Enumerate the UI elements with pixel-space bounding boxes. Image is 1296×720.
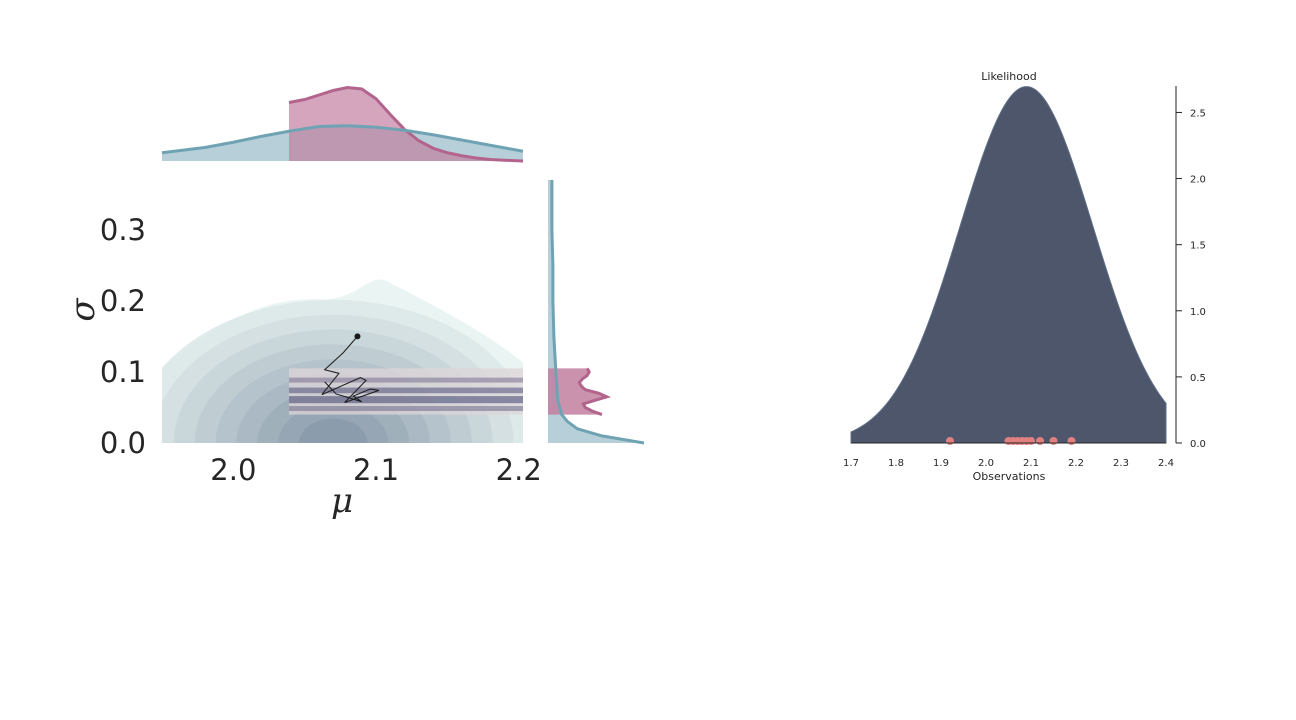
trace-path xyxy=(321,336,380,403)
mu-prior-line xyxy=(161,124,524,155)
trace-start-point xyxy=(354,333,361,340)
observation-tick-label: 2.0 xyxy=(978,458,994,469)
joint-posterior-panel: 2.0 2.1 2.2 0.0 0.1 0.2 0.3 μ σ xyxy=(63,85,645,521)
likelihood-tick-label: 1.5 xyxy=(1190,241,1206,252)
sigma-prior-fill xyxy=(548,180,645,443)
observation-tick-label: 2.1 xyxy=(1023,458,1039,469)
observation-tick-label: 2.4 xyxy=(1158,458,1174,469)
likelihood-tick-labels: 0.0 0.5 1.0 1.5 2.0 2.5 xyxy=(1176,108,1206,450)
mu-marginal-plot xyxy=(161,85,524,163)
observation-tick-label: 1.8 xyxy=(888,458,904,469)
observation-tick-label: 1.7 xyxy=(843,458,859,469)
likelihood-axes xyxy=(851,86,1177,444)
posterior-band-3 xyxy=(288,396,523,404)
mu-tick-label: 2.2 xyxy=(496,453,542,487)
observation-tick-label: 2.2 xyxy=(1068,458,1084,469)
sampler-trace xyxy=(321,333,380,403)
observation-tick-label: 2.3 xyxy=(1113,458,1129,469)
observation-tick-label: 1.9 xyxy=(933,458,949,469)
sigma-prior-line xyxy=(550,180,645,445)
likelihood-tick-label: 1.0 xyxy=(1190,307,1206,318)
likelihood-area xyxy=(850,86,1167,444)
observation-point xyxy=(946,437,954,445)
likelihood-title: Likelihood xyxy=(981,70,1036,83)
sigma-axis-label: σ xyxy=(63,298,103,322)
posterior-band-2 xyxy=(288,387,523,394)
joint-density-contours xyxy=(162,279,523,443)
mu-axis-label: μ xyxy=(331,481,353,521)
observation-point xyxy=(1049,437,1058,445)
sigma-posterior-fill xyxy=(548,368,607,415)
observations-axis-label: Observations xyxy=(973,470,1046,483)
sigma-tick-labels: 0.0 0.1 0.2 0.3 xyxy=(100,213,146,460)
observation-point xyxy=(1027,437,1035,445)
likelihood-curve xyxy=(850,86,1167,444)
mu-tick-label: 2.1 xyxy=(353,453,399,487)
likelihood-tick-label: 0.5 xyxy=(1190,373,1206,384)
sigma-tick-label: 0.2 xyxy=(100,284,146,318)
posterior-band-1 xyxy=(288,377,523,383)
sigma-posterior-line xyxy=(577,367,612,416)
posterior-band-4 xyxy=(288,406,523,412)
likelihood-tick-label: 2.5 xyxy=(1190,108,1206,119)
mu-tick-label: 2.0 xyxy=(210,453,256,487)
likelihood-tick-label: 2.0 xyxy=(1190,175,1206,186)
likelihood-tick-label: 0.0 xyxy=(1190,439,1206,450)
observation-point xyxy=(1067,437,1076,445)
mu-tick-labels: 2.0 2.1 2.2 xyxy=(210,453,542,487)
observation-point xyxy=(1036,437,1044,445)
sigma-marginal-plot xyxy=(548,180,645,445)
observation-tick-labels: 1.7 1.8 1.9 2.0 2.1 2.2 2.3 2.4 xyxy=(843,458,1174,469)
sigma-tick-label: 0.0 xyxy=(100,426,146,460)
likelihood-panel: 1.7 1.8 1.9 2.0 2.1 2.2 2.3 2.4 0.0 0.5 1.0 1.5 2.0… xyxy=(843,70,1206,483)
contour-level-10 xyxy=(299,418,368,443)
sigma-tick-label: 0.1 xyxy=(100,355,146,389)
contour-levels xyxy=(162,279,523,443)
mu-posterior-fill xyxy=(288,87,523,161)
sigma-tick-label: 0.3 xyxy=(100,213,146,247)
